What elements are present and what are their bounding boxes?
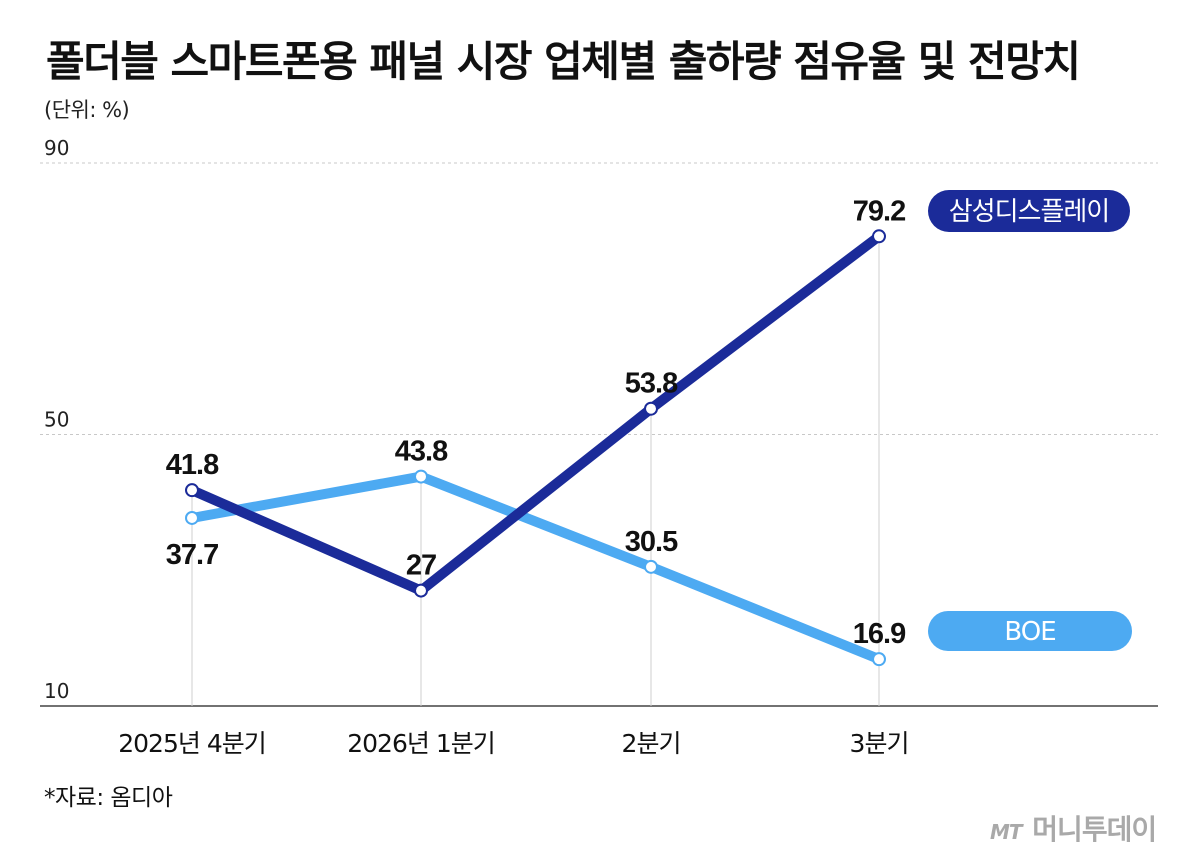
y-tick-label: 90 bbox=[44, 136, 69, 160]
brand-mark: MT bbox=[990, 820, 1023, 844]
series-line bbox=[187, 231, 884, 596]
y-tick-label: 10 bbox=[44, 679, 69, 703]
unit-label: (단위: %) bbox=[44, 98, 130, 122]
series-line bbox=[187, 471, 884, 665]
data-point bbox=[872, 229, 886, 244]
data-point bbox=[644, 559, 658, 574]
legend-label: 삼성디스플레이 bbox=[949, 197, 1109, 227]
data-point bbox=[414, 469, 428, 484]
data-label: 30.5 bbox=[625, 526, 678, 558]
legend-pill bbox=[928, 611, 1132, 651]
grid-layer: 10 50 90 2025년 4분기 2026년 1분기 2분기 3분기 bbox=[40, 136, 1158, 758]
legend-pill bbox=[928, 190, 1130, 232]
data-label: 53.8 bbox=[625, 368, 678, 400]
data-label: 43.8 bbox=[395, 436, 448, 468]
legend-label: BOE bbox=[1004, 617, 1055, 647]
x-tick-label: 2025년 4분기 bbox=[118, 729, 265, 758]
chart-title: 폴더블 스마트폰용 패널 시장 업체별 출하량 점유율 및 전망치 bbox=[46, 37, 1081, 86]
x-tick-label: 2026년 1분기 bbox=[347, 729, 494, 758]
brand-logo: MT 머니투데이 bbox=[990, 808, 1157, 848]
data-point bbox=[185, 483, 199, 498]
data-label: 27 bbox=[406, 550, 436, 582]
label-layer: 41.8 27 53.8 79.2 37.7 43.8 30.5 16.9 삼성디스플레이 BOE bbox=[166, 190, 1132, 651]
series-layer bbox=[185, 229, 886, 667]
data-label: 79.2 bbox=[853, 195, 905, 227]
source-note: *자료: 옴디아 bbox=[44, 785, 173, 811]
data-label: 16.9 bbox=[853, 618, 906, 650]
y-tick-label: 50 bbox=[44, 408, 69, 432]
brand-name: 머니투데이 bbox=[1032, 813, 1157, 846]
data-point bbox=[414, 583, 428, 598]
data-point bbox=[872, 652, 886, 667]
data-label: 41.8 bbox=[166, 449, 219, 481]
x-tick-label: 3분기 bbox=[850, 729, 909, 758]
x-tick-label: 2분기 bbox=[622, 729, 681, 758]
data-point bbox=[644, 401, 658, 416]
data-label: 37.7 bbox=[166, 539, 218, 571]
data-point bbox=[185, 510, 199, 525]
